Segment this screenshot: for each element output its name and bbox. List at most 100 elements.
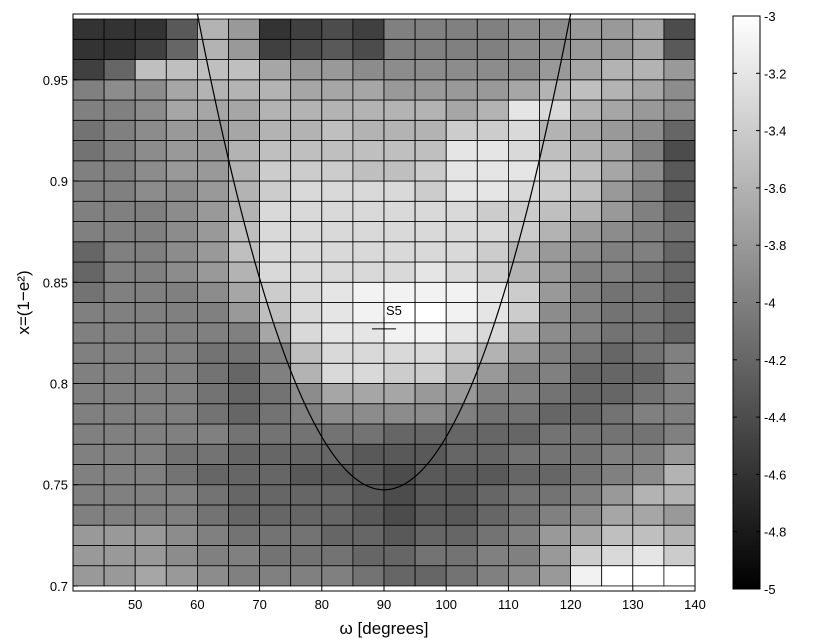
heatmap-cell [414, 342, 447, 364]
heatmap-cell [290, 322, 323, 344]
heatmap-cell [663, 99, 696, 121]
heatmap-cell [632, 79, 665, 101]
heatmap-cell [321, 443, 354, 465]
heatmap-cell [570, 362, 603, 384]
heatmap-cell [321, 524, 354, 546]
heatmap-cell [383, 342, 416, 364]
heatmap-cell [663, 443, 696, 465]
heatmap-cell [414, 524, 447, 546]
heatmap-cell [445, 18, 478, 40]
heatmap-cell [601, 119, 634, 141]
heatmap-cell [601, 565, 634, 587]
heatmap-cell [321, 99, 354, 121]
heatmap-cell [196, 59, 229, 81]
heatmap-cell [445, 545, 478, 567]
heatmap-cell [383, 79, 416, 101]
heatmap-cell [507, 484, 540, 506]
heatmap-cell [321, 79, 354, 101]
heatmap-cell [445, 524, 478, 546]
heatmap-cell [570, 443, 603, 465]
heatmap-cell [196, 38, 229, 60]
heatmap-cell [290, 342, 323, 364]
heatmap-cell [601, 504, 634, 526]
heatmap-cell [72, 241, 105, 263]
heatmap-cell [570, 383, 603, 405]
heatmap-cell [165, 504, 198, 526]
heatmap-cell [445, 99, 478, 121]
heatmap-cell [445, 180, 478, 202]
heatmap-cell [352, 524, 385, 546]
heatmap-cell [632, 342, 665, 364]
heatmap-cell [290, 221, 323, 243]
x-tick-label: 110 [498, 597, 519, 612]
heatmap-cell [228, 342, 261, 364]
heatmap-cell [321, 160, 354, 182]
heatmap-cell [352, 140, 385, 162]
heatmap-cell [476, 261, 509, 283]
heatmap-cell [321, 484, 354, 506]
heatmap-cell [290, 302, 323, 324]
heatmap-cell [228, 119, 261, 141]
heatmap-cell [134, 99, 167, 121]
heatmap-cell [570, 38, 603, 60]
heatmap-cell [383, 484, 416, 506]
heatmap-cell [165, 423, 198, 445]
heatmap-cell [72, 79, 105, 101]
heatmap-cell [383, 241, 416, 263]
heatmap-cell [383, 362, 416, 384]
heatmap-cell [601, 38, 634, 60]
heatmap-cell [228, 200, 261, 222]
heatmap-cell [445, 281, 478, 303]
heatmap-cell [476, 160, 509, 182]
heatmap-cell [290, 241, 323, 263]
heatmap-cell [165, 383, 198, 405]
heatmap-cell [228, 99, 261, 121]
heatmap-cell [445, 241, 478, 263]
heatmap-cell [321, 241, 354, 263]
heatmap-cell [476, 221, 509, 243]
x-tick-label: 100 [435, 597, 457, 612]
heatmap-cell [196, 281, 229, 303]
heatmap-cell [383, 322, 416, 344]
heatmap-cell [414, 79, 447, 101]
heatmap-cell [103, 38, 136, 60]
heatmap-cell [228, 464, 261, 486]
x-tick-label: 50 [128, 597, 142, 612]
heatmap-cell [507, 200, 540, 222]
heatmap-cell [352, 221, 385, 243]
heatmap-cell [632, 524, 665, 546]
heatmap-cell [507, 140, 540, 162]
heatmap-cell [165, 59, 198, 81]
heatmap-cell [72, 383, 105, 405]
heatmap-cell [414, 180, 447, 202]
heatmap-cell [414, 281, 447, 303]
colorbar-tick-label: -3.8 [764, 238, 786, 253]
heatmap-cell [290, 464, 323, 486]
heatmap-cell [383, 160, 416, 182]
heatmap-cell [539, 302, 572, 324]
heatmap-cell [103, 545, 136, 567]
heatmap-cell [72, 38, 105, 60]
heatmap-cell [632, 241, 665, 263]
heatmap-cell [601, 221, 634, 243]
heatmap-cell [507, 221, 540, 243]
heatmap-cell [103, 160, 136, 182]
heatmap-cell [134, 281, 167, 303]
heatmap-cell [601, 261, 634, 283]
heatmap-cell [321, 200, 354, 222]
colorbar-tick-label: -4.8 [764, 525, 786, 540]
heatmap-cell [601, 484, 634, 506]
heatmap-cell [445, 464, 478, 486]
heatmap-cell [601, 545, 634, 567]
y-tick-label: 0.75 [43, 478, 68, 493]
heatmap-cell [290, 180, 323, 202]
heatmap-cell [134, 160, 167, 182]
heatmap-cell [290, 261, 323, 283]
heatmap-cell [601, 200, 634, 222]
heatmap-cell [570, 302, 603, 324]
heatmap-cell [383, 140, 416, 162]
heatmap-cell [228, 403, 261, 425]
heatmap-cell [352, 180, 385, 202]
heatmap-cell [601, 180, 634, 202]
